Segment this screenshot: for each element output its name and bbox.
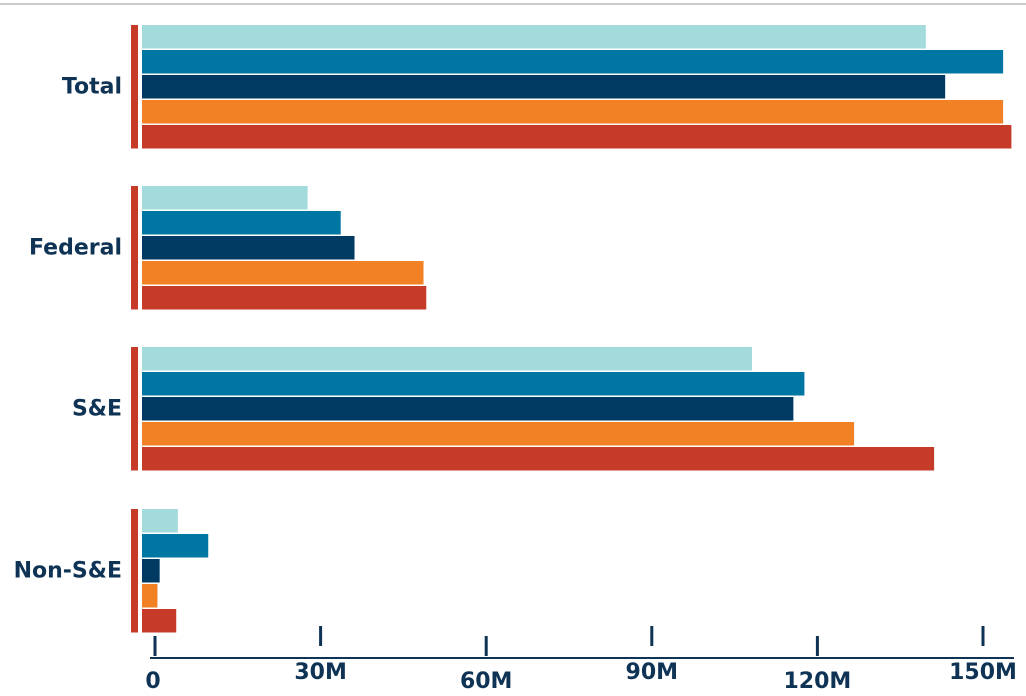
bar-non-sande-series-4 <box>142 584 158 608</box>
bar-sande-series-4 <box>142 422 855 446</box>
bar-sande-series-2 <box>142 372 805 396</box>
x-tick-label-4: 120M <box>783 669 851 694</box>
bar-total-series-2 <box>142 50 1004 74</box>
category-marker-non-sande <box>131 509 138 633</box>
x-tick-label-2: 60M <box>460 669 513 694</box>
bar-sande-series-1 <box>142 347 752 371</box>
bar-non-sande-series-1 <box>142 509 178 533</box>
category-marker-total <box>131 25 138 149</box>
bar-total-series-1 <box>142 25 926 49</box>
bar-sande-series-3 <box>142 397 794 421</box>
category-label-total: Total <box>62 74 122 99</box>
bars <box>142 25 1012 633</box>
bar-total-series-5 <box>142 125 1012 149</box>
bar-federal-series-5 <box>142 286 427 310</box>
category-labels: Total Federal S&E Non-S&E <box>14 74 122 583</box>
category-label-federal: Federal <box>29 235 122 260</box>
x-axis: 0 30M 60M 90M 120M 150M <box>145 626 1017 694</box>
bar-non-sande-series-2 <box>142 534 209 558</box>
category-marker-federal <box>131 186 138 310</box>
category-marker-sande <box>131 347 138 471</box>
category-label-sande: S&E <box>72 396 122 421</box>
bar-federal-series-3 <box>142 236 355 260</box>
bar-sande-series-5 <box>142 447 935 471</box>
x-tick-label-1: 30M <box>294 660 347 685</box>
bar-federal-series-2 <box>142 211 341 235</box>
bar-federal-series-4 <box>142 261 424 285</box>
x-tick-label-3: 90M <box>626 660 679 685</box>
bar-non-sande-series-5 <box>142 609 177 633</box>
bar-total-series-3 <box>142 75 946 99</box>
x-tick-label-5: 150M <box>949 660 1017 685</box>
category-markers <box>131 25 138 633</box>
x-tick-label-0: 0 <box>145 669 160 694</box>
category-label-non-sande: Non-S&E <box>14 558 122 583</box>
bar-federal-series-1 <box>142 186 308 210</box>
bar-non-sande-series-3 <box>142 559 160 583</box>
bar-total-series-4 <box>142 100 1004 124</box>
